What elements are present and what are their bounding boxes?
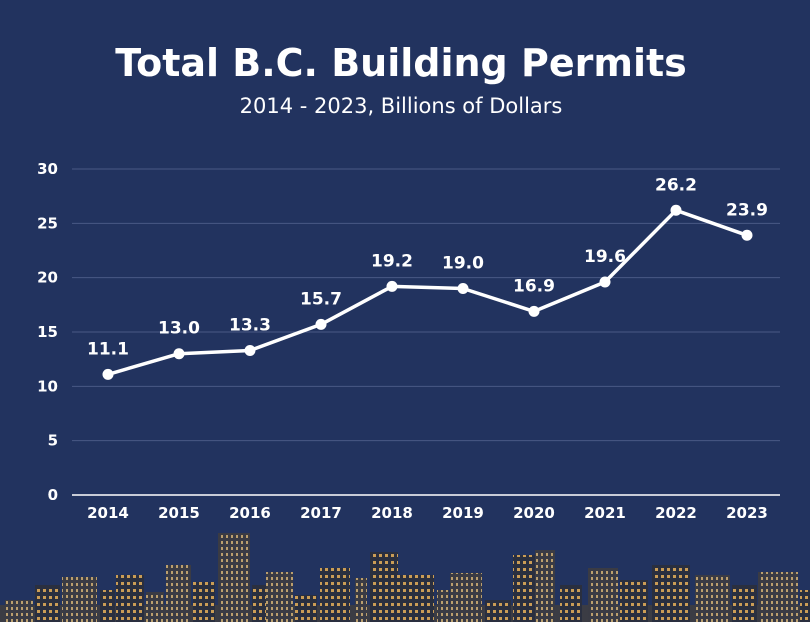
x-tick-label: 2015: [158, 504, 200, 522]
x-tick-label: 2019: [442, 504, 484, 522]
gridlines: [72, 168, 780, 496]
y-tick-label: 20: [37, 269, 58, 287]
data-label: 16.9: [513, 276, 555, 296]
x-tick-label: 2020: [513, 504, 555, 522]
data-label: 15.7: [300, 289, 342, 309]
data-point: [244, 344, 256, 356]
data-label: 11.1: [87, 339, 129, 359]
x-tick-label: 2022: [655, 504, 697, 522]
x-tick-label: 2016: [229, 504, 271, 522]
data-label: 19.0: [442, 254, 484, 274]
y-axis: 0 5 10 15 20 25 30: [37, 160, 58, 504]
chart-subtitle: 2014 - 2023, Billions of Dollars: [240, 94, 563, 118]
x-tick-label: 2014: [87, 504, 129, 522]
data-label: 13.0: [158, 319, 200, 339]
data-point: [457, 283, 469, 295]
x-tick-label: 2017: [300, 504, 342, 522]
y-tick-label: 30: [37, 160, 58, 178]
data-point: [173, 348, 185, 360]
data-label: 19.6: [584, 247, 626, 267]
x-tick-label: 2023: [726, 504, 768, 522]
y-tick-label: 5: [48, 432, 58, 450]
data-point: [670, 204, 682, 216]
series-line: [106, 208, 749, 377]
x-tick-label: 2018: [371, 504, 413, 522]
data-point: [599, 276, 611, 288]
y-tick-label: 25: [37, 214, 58, 232]
data-label: 26.2: [655, 175, 697, 195]
x-axis: 2014 2015 2016 2017 2018 2019 2020 2021 2022 2023: [87, 504, 768, 522]
chart-title: Total B.C. Building Permits: [115, 41, 687, 85]
data-points: [102, 204, 753, 380]
y-tick-label: 10: [37, 377, 58, 395]
data-point: [741, 229, 753, 241]
data-point: [386, 280, 398, 292]
city-skyline-image: [0, 533, 810, 622]
x-tick-label: 2021: [584, 504, 626, 522]
data-label: 23.9: [726, 200, 768, 220]
y-tick-label: 15: [37, 323, 58, 341]
data-label: 13.3: [229, 315, 271, 335]
data-point: [315, 318, 327, 330]
data-labels: 11.1 13.0 13.3 15.7 19.2 19.0 16.9 19.6 26.2 23.9: [87, 175, 768, 359]
data-point: [528, 305, 540, 317]
y-tick-label: 0: [48, 486, 58, 504]
data-label: 19.2: [371, 251, 413, 271]
data-point: [102, 368, 114, 380]
